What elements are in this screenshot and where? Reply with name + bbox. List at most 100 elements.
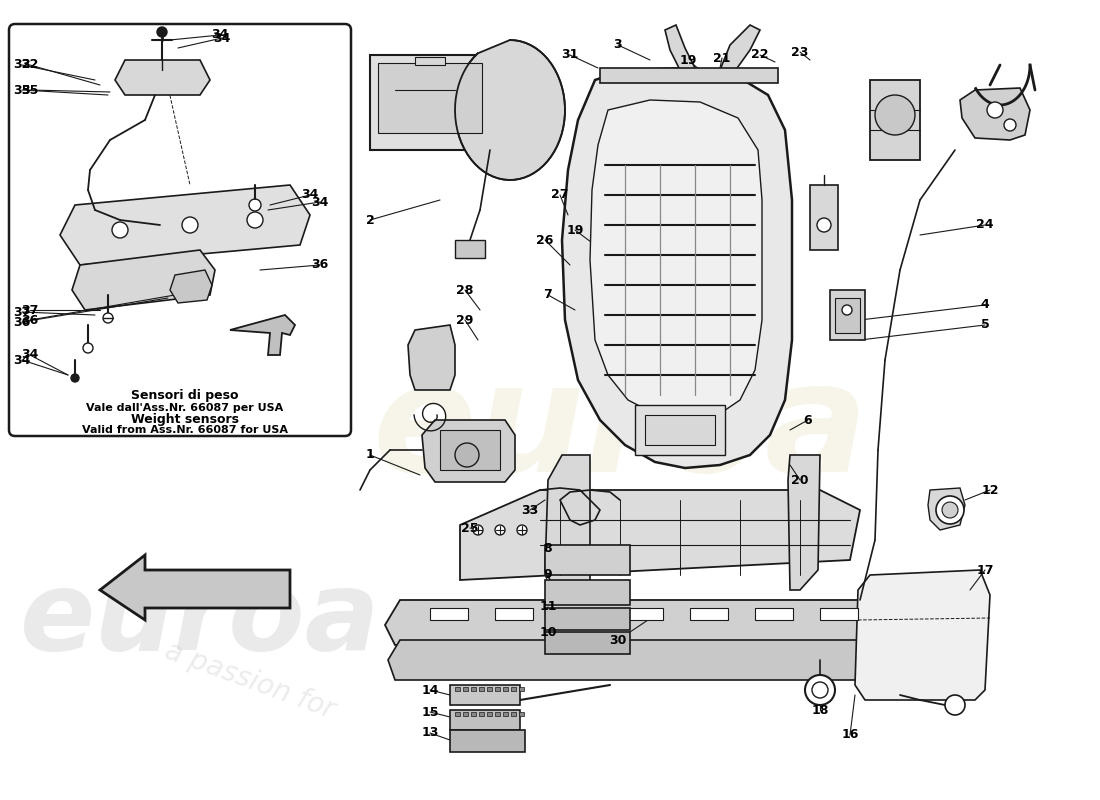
Text: 19: 19 <box>680 54 696 66</box>
Polygon shape <box>855 570 990 700</box>
Polygon shape <box>170 270 212 303</box>
Text: 34: 34 <box>211 29 229 42</box>
Bar <box>755 608 793 620</box>
Text: 34: 34 <box>213 31 231 45</box>
Text: 36: 36 <box>21 314 38 326</box>
Circle shape <box>157 27 167 37</box>
Text: 37: 37 <box>21 303 38 317</box>
Bar <box>544 608 630 630</box>
Bar <box>835 298 860 333</box>
Text: 14: 14 <box>421 683 439 697</box>
Circle shape <box>182 217 198 233</box>
Text: 9: 9 <box>543 569 552 582</box>
Bar <box>455 687 460 691</box>
Bar <box>463 687 467 691</box>
Circle shape <box>874 95 915 135</box>
Bar <box>635 405 725 455</box>
Text: 34: 34 <box>301 189 319 202</box>
Text: 18: 18 <box>812 703 828 717</box>
Text: 15: 15 <box>421 706 439 718</box>
Polygon shape <box>460 490 860 580</box>
Circle shape <box>82 343 94 353</box>
Text: 13: 13 <box>421 726 439 739</box>
Polygon shape <box>60 185 310 265</box>
Circle shape <box>473 525 483 535</box>
Polygon shape <box>388 640 890 680</box>
Text: 16: 16 <box>842 729 859 742</box>
Text: Weight sensors: Weight sensors <box>131 413 239 426</box>
Text: a passion for: a passion for <box>162 636 339 724</box>
Text: 36: 36 <box>13 315 31 329</box>
Polygon shape <box>788 455 820 590</box>
Text: 32: 32 <box>21 58 38 71</box>
Text: 5: 5 <box>980 318 989 331</box>
Text: 24: 24 <box>977 218 993 231</box>
Bar <box>544 545 630 575</box>
Circle shape <box>112 222 128 238</box>
Text: 2: 2 <box>365 214 374 226</box>
Circle shape <box>248 212 263 228</box>
Text: 3: 3 <box>614 38 623 51</box>
Bar <box>471 687 476 691</box>
Text: 6: 6 <box>804 414 812 426</box>
Text: 29: 29 <box>456 314 474 326</box>
Bar <box>450 730 525 752</box>
Text: euroa: euroa <box>20 566 381 674</box>
Text: 21: 21 <box>713 51 730 65</box>
Polygon shape <box>562 68 792 468</box>
Text: a passion for life: a passion for life <box>554 474 806 566</box>
Bar <box>544 632 630 654</box>
Polygon shape <box>116 60 210 95</box>
Bar <box>430 608 468 620</box>
Text: 4: 4 <box>980 298 989 311</box>
Circle shape <box>936 496 964 524</box>
Bar <box>820 608 858 620</box>
Text: 31: 31 <box>561 49 579 62</box>
Text: 32: 32 <box>13 58 31 71</box>
Polygon shape <box>666 25 700 70</box>
Text: 10: 10 <box>539 626 557 638</box>
Polygon shape <box>960 88 1030 140</box>
Text: 1: 1 <box>365 449 374 462</box>
Bar <box>503 712 508 716</box>
Polygon shape <box>928 488 965 530</box>
Bar <box>503 687 508 691</box>
Bar <box>690 608 728 620</box>
Bar <box>455 712 460 716</box>
Circle shape <box>942 502 958 518</box>
Bar <box>370 55 490 150</box>
Polygon shape <box>385 600 880 645</box>
Text: Valid from Ass.Nr. 66087 for USA: Valid from Ass.Nr. 66087 for USA <box>82 425 288 435</box>
Bar <box>519 687 524 691</box>
Circle shape <box>455 443 478 467</box>
Text: 35: 35 <box>21 83 38 97</box>
Text: 8: 8 <box>543 542 552 554</box>
FancyBboxPatch shape <box>9 24 351 436</box>
Polygon shape <box>544 455 590 590</box>
Bar <box>495 608 534 620</box>
Text: 28: 28 <box>456 283 474 297</box>
Bar <box>495 712 500 716</box>
Text: 22: 22 <box>751 49 769 62</box>
Bar <box>440 430 500 470</box>
Text: 30: 30 <box>609 634 627 646</box>
Text: 20: 20 <box>791 474 808 486</box>
Bar <box>478 712 484 716</box>
Circle shape <box>1004 119 1016 131</box>
Polygon shape <box>700 25 760 78</box>
Circle shape <box>72 374 79 382</box>
Polygon shape <box>590 100 762 418</box>
Circle shape <box>842 305 852 315</box>
Bar <box>478 687 484 691</box>
Text: euroa: euroa <box>372 355 868 505</box>
Text: 7: 7 <box>543 289 552 302</box>
Polygon shape <box>230 315 295 355</box>
Text: Vale dall'Ass.Nr. 66087 per USA: Vale dall'Ass.Nr. 66087 per USA <box>87 403 284 413</box>
Text: 19: 19 <box>566 223 584 237</box>
Bar <box>487 712 492 716</box>
Bar <box>544 580 630 605</box>
Text: Sensori di peso: Sensori di peso <box>131 389 239 402</box>
Bar <box>378 63 482 133</box>
Bar <box>512 712 516 716</box>
Circle shape <box>805 675 835 705</box>
